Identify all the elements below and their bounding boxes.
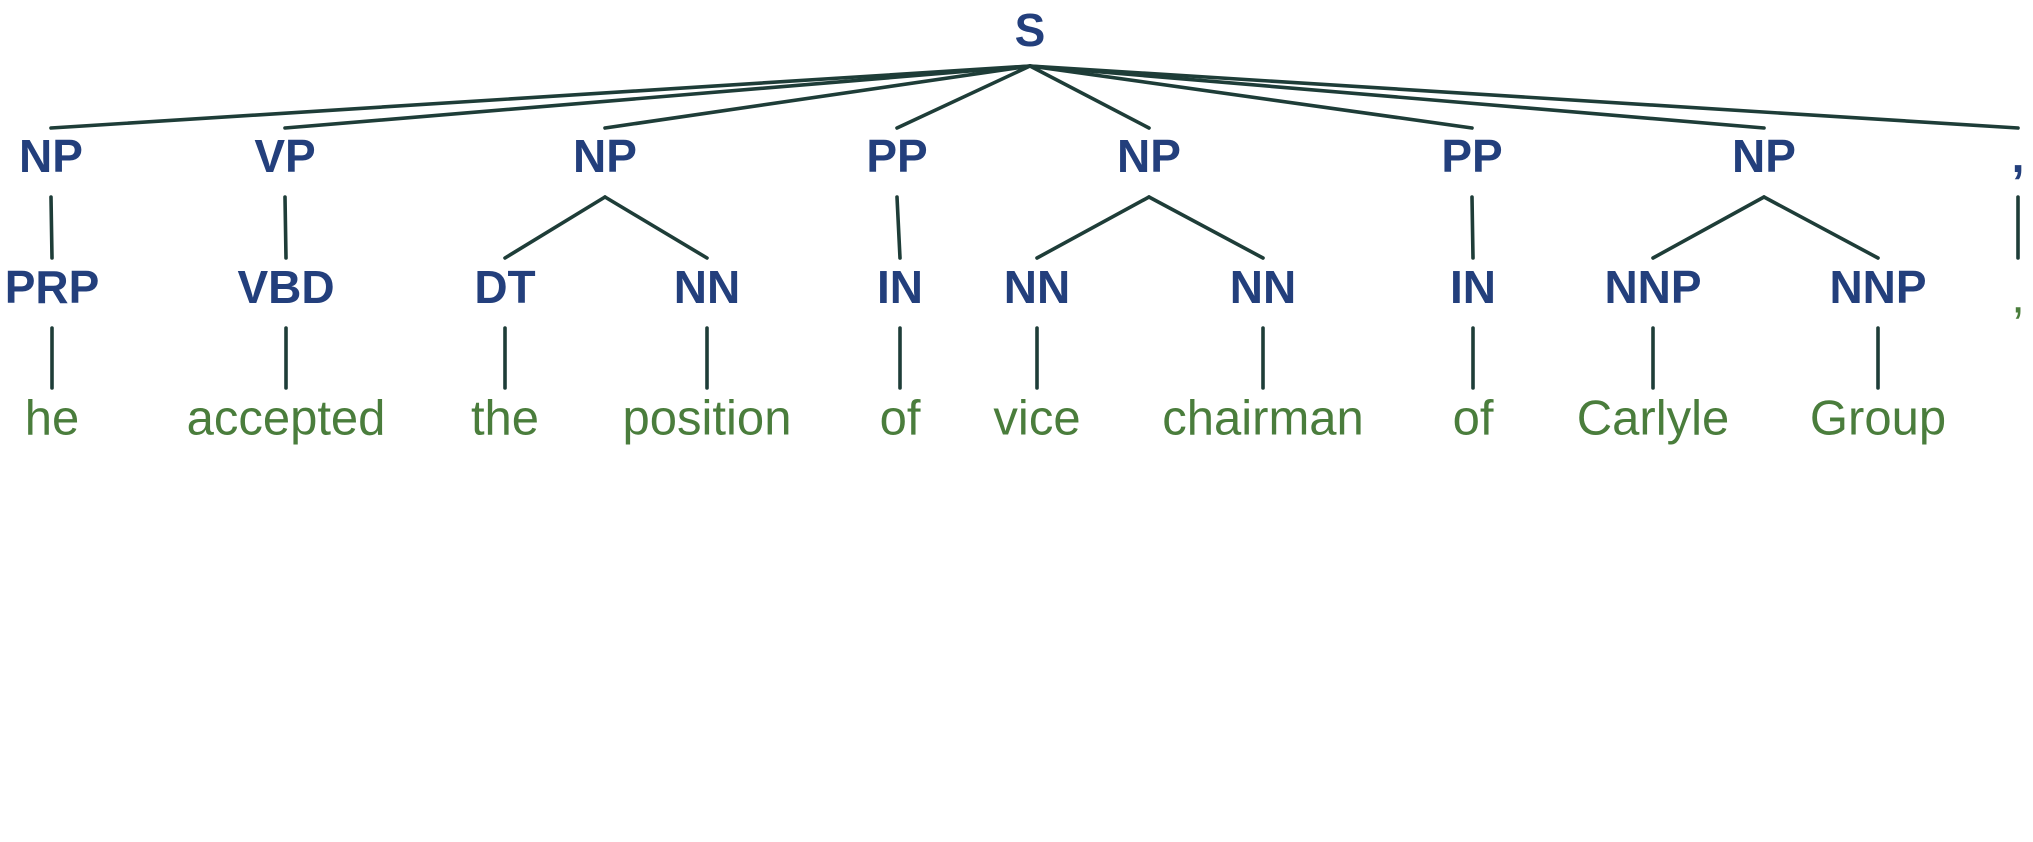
word-token: position [622, 391, 792, 446]
word-token: he [24, 391, 80, 446]
edge-phrase-to-tag [1651, 195, 1766, 260]
edge-root-to-phrase [1028, 64, 2020, 130]
edge-phrase-to-tag [1470, 195, 1475, 260]
word-token: chairman [1162, 391, 1364, 446]
edge-phrase-to-tag [1035, 195, 1151, 260]
word-token: vice [993, 391, 1081, 446]
tag-label: NN [1003, 261, 1071, 313]
edge-phrase-to-tag [603, 195, 709, 260]
tag-label: IN [1450, 261, 1496, 313]
tag-label: NN [673, 261, 741, 313]
phrase-label: PP [866, 130, 928, 182]
edge-phrase-to-tag [1147, 195, 1265, 260]
edge-phrase-to-tag [503, 195, 607, 260]
tag-label: NNP [1604, 261, 1702, 313]
edge-root-to-phrase [895, 64, 1032, 130]
phrase-label: NP [573, 130, 637, 182]
edge-phrase-to-tag [283, 195, 288, 260]
edge-root-to-phrase [1028, 64, 1474, 130]
phrase-label: NP [1117, 130, 1181, 182]
tag-label: PRP [4, 261, 100, 313]
edge-phrase-to-tag [1762, 195, 1880, 260]
edge-root-to-phrase [283, 64, 1032, 130]
edge-root-to-phrase [1028, 64, 1151, 130]
word-token: , [2011, 269, 2025, 324]
word-token: Carlyle [1576, 391, 1730, 446]
edge-phrase-to-tag [895, 195, 902, 260]
word-token: accepted [186, 391, 386, 446]
tag-label: VBD [237, 261, 335, 313]
edge-root-to-phrase [1028, 64, 1766, 130]
edge-root-to-phrase [603, 64, 1032, 130]
root-label: S [1014, 4, 1046, 56]
phrase-label: NP [1732, 130, 1796, 182]
tag-label: NNP [1829, 261, 1927, 313]
word-token: of [879, 391, 921, 446]
phrase-label: , [2011, 130, 2025, 182]
tag-label: DT [474, 261, 536, 313]
word-token: the [470, 391, 540, 446]
edge-root-to-phrase [49, 64, 1032, 130]
phrase-label: VP [254, 130, 316, 182]
phrase-label: PP [1441, 130, 1503, 182]
tag-label: IN [877, 261, 923, 313]
word-token: Group [1809, 391, 1947, 446]
edge-phrase-to-tag [49, 195, 54, 260]
word-token: of [1452, 391, 1494, 446]
phrase-label: NP [19, 130, 83, 182]
tag-label: NN [1229, 261, 1297, 313]
